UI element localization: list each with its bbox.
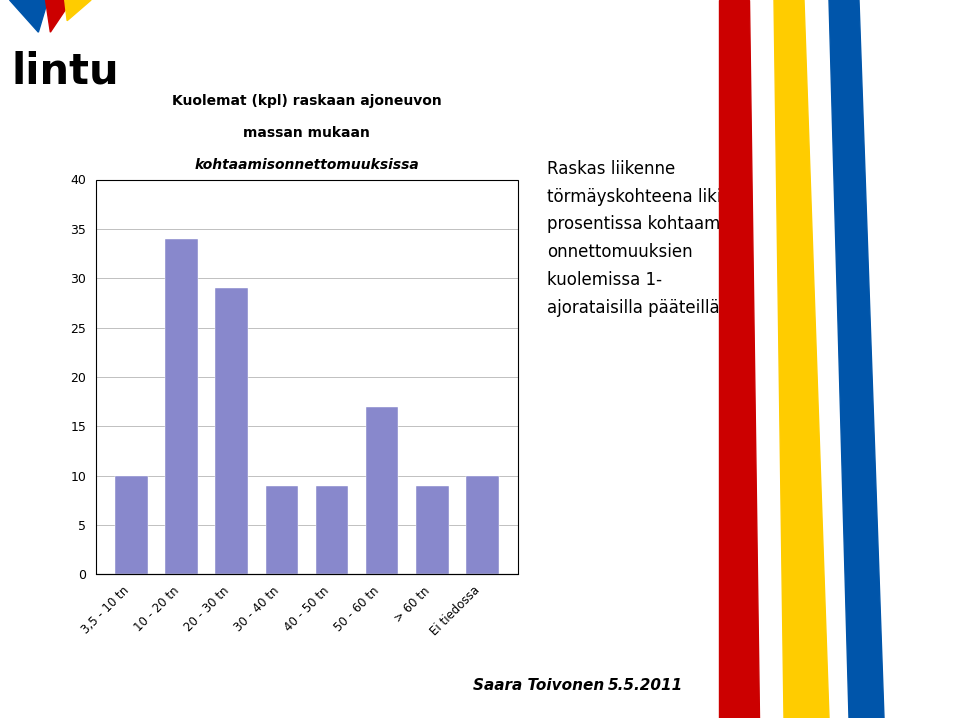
Text: LIIKENNETURVALLISUUDEN PITKÄN AIKAVÄLIN TUTKIMUS- JA KEHITTÄMISOHJELMA: LIIKENNETURVALLISUUDEN PITKÄN AIKAVÄLIN … (123, 116, 740, 131)
Polygon shape (10, 0, 48, 32)
Bar (115, 476, 148, 574)
Bar (216, 288, 248, 574)
Text: 5.5.2011: 5.5.2011 (608, 679, 683, 693)
Bar (316, 485, 348, 574)
Bar (416, 485, 449, 574)
Bar (266, 485, 298, 574)
Text: Saara Toivonen: Saara Toivonen (473, 679, 604, 693)
Bar (165, 238, 198, 574)
Text: Raskas liikenne
törmäyskohteena liki 40
prosentissa kohtaamis-
onnettomuuksien
k: Raskas liikenne törmäyskohteena liki 40 … (547, 160, 747, 317)
Text: 19: 19 (735, 679, 756, 693)
Text: lintu: lintu (12, 50, 120, 92)
Bar (365, 406, 398, 574)
Polygon shape (65, 0, 91, 21)
Text: massan mukaan: massan mukaan (244, 126, 370, 140)
Bar (466, 476, 499, 574)
Polygon shape (46, 0, 72, 32)
Polygon shape (719, 0, 759, 718)
Text: kohtaamisonnettomuuksissa: kohtaamisonnettomuuksissa (195, 158, 419, 172)
Polygon shape (774, 0, 829, 718)
Text: Kuolemat (kpl) raskaan ajoneuvon: Kuolemat (kpl) raskaan ajoneuvon (172, 95, 442, 108)
Polygon shape (829, 0, 884, 718)
